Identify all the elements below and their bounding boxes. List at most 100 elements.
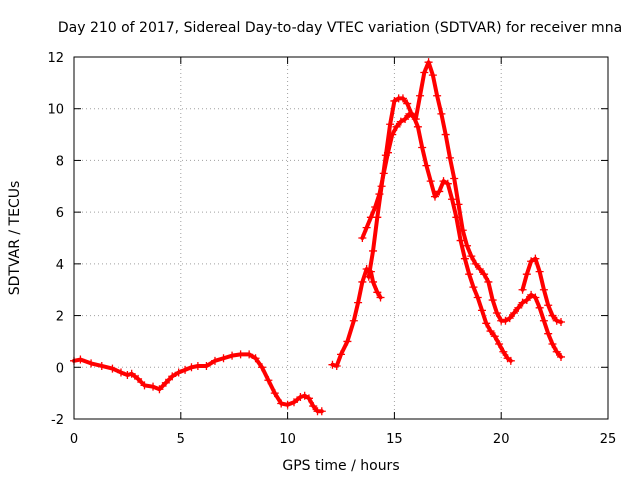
data-point xyxy=(236,350,245,359)
data-point xyxy=(134,374,143,383)
data-point xyxy=(522,270,531,279)
data-point xyxy=(251,354,260,363)
data-point xyxy=(377,182,386,191)
data-point xyxy=(420,68,429,77)
x-tick-label: 5 xyxy=(177,432,185,447)
x-axis-label: GPS time / hours xyxy=(282,458,399,474)
y-tick-label: 8 xyxy=(56,154,64,169)
data-point xyxy=(202,361,211,370)
y-tick-label: 2 xyxy=(56,310,64,325)
series-3 xyxy=(358,109,515,365)
data-point xyxy=(228,351,237,360)
data-point xyxy=(283,400,292,409)
series-trace xyxy=(520,256,564,325)
data-point xyxy=(480,270,489,279)
data-point xyxy=(531,293,540,302)
data-point xyxy=(155,385,164,394)
data-point xyxy=(527,257,536,266)
data-point xyxy=(495,340,504,349)
chart-title: Day 210 of 2017, Sidereal Day-to-day VTE… xyxy=(58,20,622,36)
data-point xyxy=(460,254,469,263)
data-point xyxy=(369,277,378,286)
data-point xyxy=(116,368,125,377)
data-point xyxy=(392,122,401,131)
data-point xyxy=(430,192,439,201)
plot-frame xyxy=(73,56,609,420)
series-1 xyxy=(70,350,326,416)
data-point xyxy=(488,296,497,305)
data-point xyxy=(296,393,305,402)
x-tick-label: 0 xyxy=(70,432,78,447)
data-point xyxy=(210,356,219,365)
data-point xyxy=(437,109,446,118)
data-point xyxy=(552,316,561,325)
data-point xyxy=(413,122,422,131)
y-tick-label: 10 xyxy=(47,103,64,118)
y-axis-label: SDTVAR / TECUs xyxy=(7,181,23,296)
data-point xyxy=(448,195,457,204)
data-point xyxy=(499,347,508,356)
data-point xyxy=(557,318,566,327)
y-tick-label: 6 xyxy=(56,206,64,221)
data-point xyxy=(518,285,527,294)
data-point xyxy=(245,350,254,359)
data-point xyxy=(416,91,425,100)
data-point xyxy=(309,402,318,411)
data-point xyxy=(492,308,501,317)
data-point xyxy=(362,223,371,232)
x-tick-label: 15 xyxy=(386,432,403,447)
data-point xyxy=(358,234,367,242)
data-point xyxy=(450,174,459,183)
data-point xyxy=(87,359,96,368)
data-point xyxy=(264,376,273,385)
data-point xyxy=(518,298,527,307)
data-point xyxy=(435,187,444,196)
y-tick-label: 0 xyxy=(56,361,64,376)
data-point xyxy=(407,109,416,118)
y-tick-label: 4 xyxy=(56,258,64,273)
data-point xyxy=(428,71,437,80)
x-tick-label: 25 xyxy=(600,432,617,447)
y-tick-label: -2 xyxy=(51,413,64,428)
data-point xyxy=(475,265,484,274)
data-point xyxy=(123,371,132,380)
data-point xyxy=(373,288,382,297)
data-point xyxy=(349,316,358,325)
data-point xyxy=(443,179,452,188)
data-point xyxy=(422,161,431,170)
data-point xyxy=(477,306,486,315)
data-point xyxy=(168,372,177,381)
data-point xyxy=(522,296,531,305)
data-point xyxy=(401,115,410,124)
data-point xyxy=(535,267,544,276)
data-point xyxy=(445,153,454,162)
data-series xyxy=(70,58,566,416)
data-point xyxy=(505,314,514,323)
data-point xyxy=(454,200,463,209)
data-point xyxy=(181,365,190,374)
data-point xyxy=(149,382,158,391)
data-point xyxy=(471,259,480,268)
axes xyxy=(73,56,609,420)
series-4 xyxy=(364,58,566,361)
data-point xyxy=(484,277,493,286)
x-tick-label: 10 xyxy=(279,432,296,447)
data-point xyxy=(290,398,299,407)
data-point xyxy=(97,361,106,370)
data-point xyxy=(463,241,472,250)
data-point xyxy=(539,285,548,294)
data-point xyxy=(424,58,433,67)
series-2 xyxy=(328,265,385,370)
data-point xyxy=(364,272,373,281)
data-point xyxy=(193,361,202,370)
data-point xyxy=(304,394,313,403)
data-point xyxy=(343,337,352,346)
data-point xyxy=(544,329,553,338)
data-point xyxy=(535,303,544,312)
data-point xyxy=(403,99,412,108)
data-point xyxy=(373,213,382,222)
data-point xyxy=(411,115,420,124)
data-point xyxy=(332,361,341,370)
data-point xyxy=(328,360,337,369)
